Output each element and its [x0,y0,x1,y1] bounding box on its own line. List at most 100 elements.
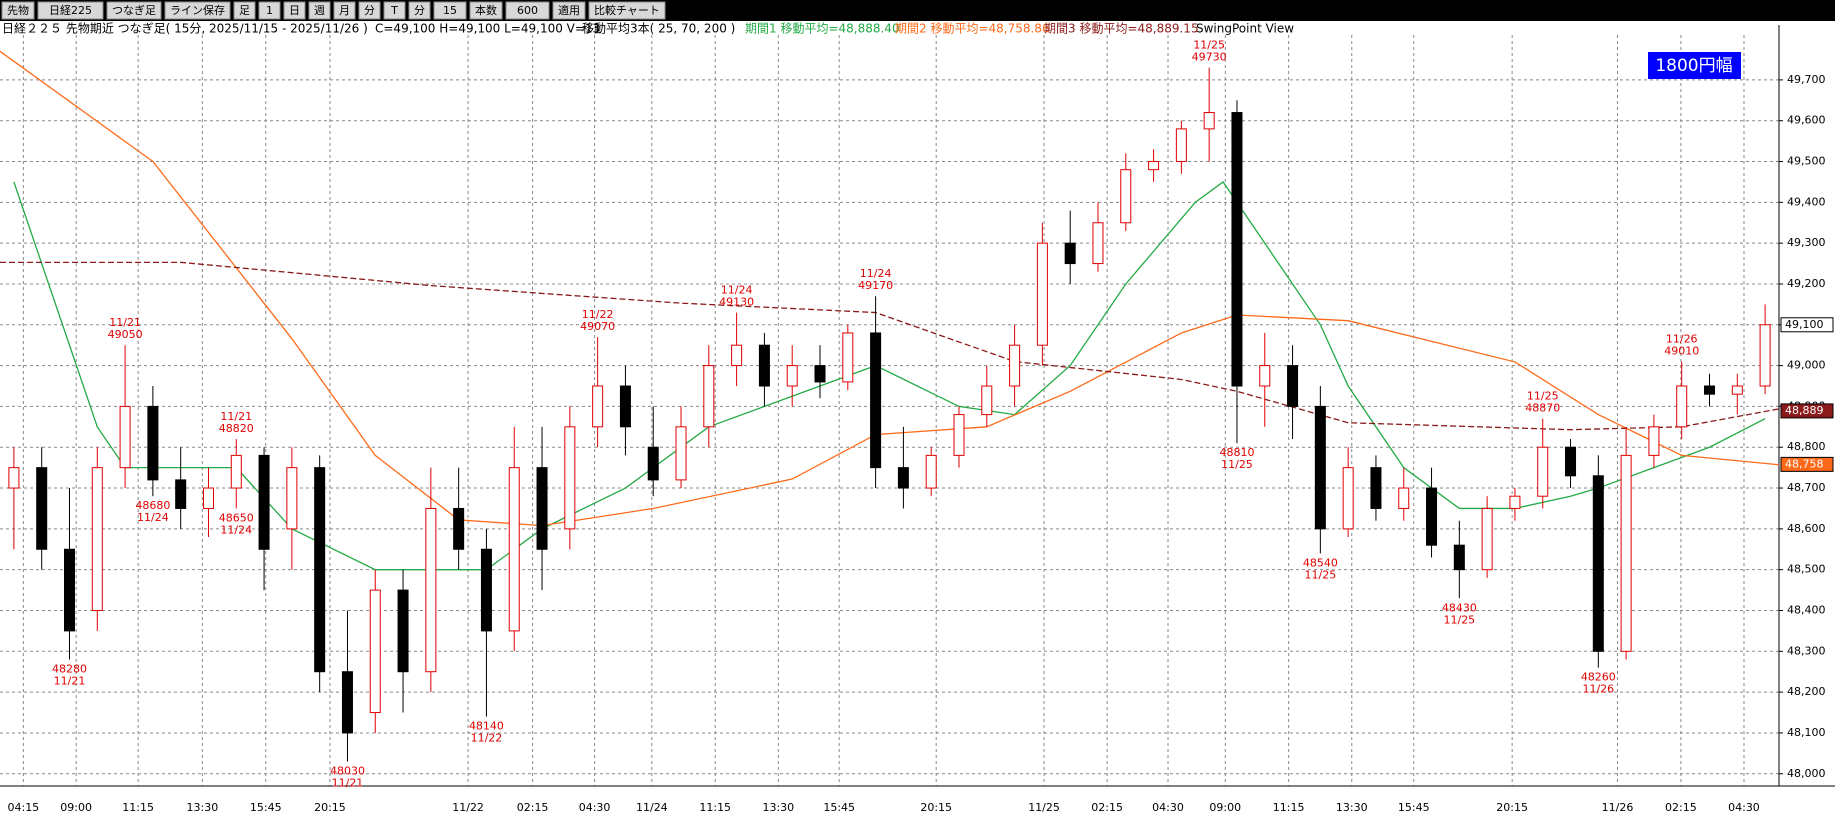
candle-body [953,414,965,456]
candle-body [1036,242,1048,346]
swing-date: 11/26 [1666,333,1698,346]
candle-body [1759,324,1771,387]
price-marker-label: 49,100 [1785,318,1824,331]
candle-body [1009,344,1021,387]
legend-entry: 期間3 移動平均=48,889.15 [1044,22,1199,36]
swing-price: 48810 [1219,446,1254,459]
ma-line [0,50,1780,527]
candle-body [1453,544,1465,571]
candle-body [1731,385,1743,395]
candle-body [1620,454,1632,652]
y-tick-label: 48,200 [1787,685,1826,698]
toolbar-button[interactable] [283,1,306,20]
swing-date: 11/25 [1443,613,1475,626]
y-tick-label: 49,200 [1787,277,1826,290]
toolbar-label: 分 [414,4,425,17]
swing-price: 48280 [52,662,87,675]
y-tick-label: 48,300 [1787,644,1826,657]
toolbar-button[interactable] [505,1,550,20]
toolbar-button[interactable] [358,1,381,20]
price-marker [1780,403,1834,419]
toolbar-label: 600 [517,4,538,17]
candle-body [1120,169,1132,224]
ma-line [0,261,1780,431]
toolbar-button[interactable] [552,1,586,20]
candle-body [453,507,465,550]
candle-body [1509,495,1521,509]
candle-body [341,671,353,734]
candle-body [314,467,326,673]
toolbar-label: ライン保存 [170,3,225,17]
toolbar-label: 本数 [475,3,497,17]
y-tick-label: 49,700 [1787,73,1826,86]
y-tick-label: 48,500 [1787,563,1826,576]
x-tick-label: 11:15 [1273,801,1305,814]
x-tick-label: 11/24 [636,801,668,814]
toolbar-button[interactable] [433,1,467,20]
ohlc-text: C=49,100 H=49,100 L=49,100 V=13 [375,22,600,36]
toolbar-button[interactable] [164,1,231,20]
x-tick-label: 15:45 [250,801,282,814]
price-marker [1780,456,1834,472]
x-tick-label: 20:15 [1496,801,1528,814]
candle-body [564,426,576,530]
toolbar-label: 日 [289,4,300,17]
swing-date: 11/24 [137,511,169,524]
candle-body [1426,487,1438,546]
swing-date: 11/25 [1193,39,1225,52]
candle-body [1175,128,1187,163]
candle-body [1064,242,1076,265]
y-tick-label: 48,800 [1787,440,1826,453]
swing-price: 48430 [1442,601,1477,614]
x-tick-label: 04:15 [7,801,39,814]
swing-date: 11/21 [220,410,252,423]
toolbar-button[interactable] [106,1,162,20]
x-tick-label: 13:30 [187,801,219,814]
swing-date: 11/25 [1527,390,1559,403]
candle-body [870,332,882,469]
candle-body [1565,446,1577,477]
candle-body [1537,446,1549,497]
x-tick-label: 02:15 [517,801,549,814]
toolbar-label: 比較チャート [594,3,660,17]
toolbar-button[interactable] [383,1,406,20]
candle-body [369,589,381,714]
swing-price: 48870 [1525,402,1560,415]
y-tick-label: 49,000 [1787,359,1826,372]
candle-body [647,446,659,481]
swing-price: 48140 [469,720,504,733]
candle-body [425,507,437,673]
toolbar-button[interactable] [469,1,503,20]
swing-price: 48820 [219,422,254,435]
candle-body [1287,365,1299,407]
y-tick-label: 49,500 [1787,155,1826,168]
x-tick-label: 11/26 [1602,801,1634,814]
toolbar-label: 週 [314,4,325,17]
x-tick-label: 02:15 [1091,801,1123,814]
toolbar-button[interactable] [37,1,104,20]
x-tick-label: 15:45 [823,801,855,814]
toolbar-button[interactable] [408,1,431,20]
y-tick-label: 48,600 [1787,522,1826,535]
swing-price: 48540 [1303,556,1338,569]
candle-body [8,467,20,489]
toolbar-button[interactable] [258,1,281,20]
toolbar-button[interactable] [308,1,331,20]
view-text: SwingPoint View [1196,22,1294,36]
toolbar-button[interactable] [333,1,356,20]
toolbar-button[interactable] [588,1,666,20]
swing-price: 49130 [719,296,754,309]
toolbar-button[interactable] [233,1,256,20]
swing-date: 11/22 [582,308,614,321]
candle-body [897,467,909,489]
candle-body [619,385,631,428]
toolbar-label: 先物 [7,3,29,17]
candle-body [1203,112,1215,130]
x-tick-label: 11:15 [699,801,731,814]
toolbar-label: 1 [266,4,273,17]
x-tick-label: 13:30 [762,801,794,814]
toolbar-button[interactable] [1,1,35,20]
swing-price: 49070 [580,320,615,333]
candle-body [147,405,159,481]
